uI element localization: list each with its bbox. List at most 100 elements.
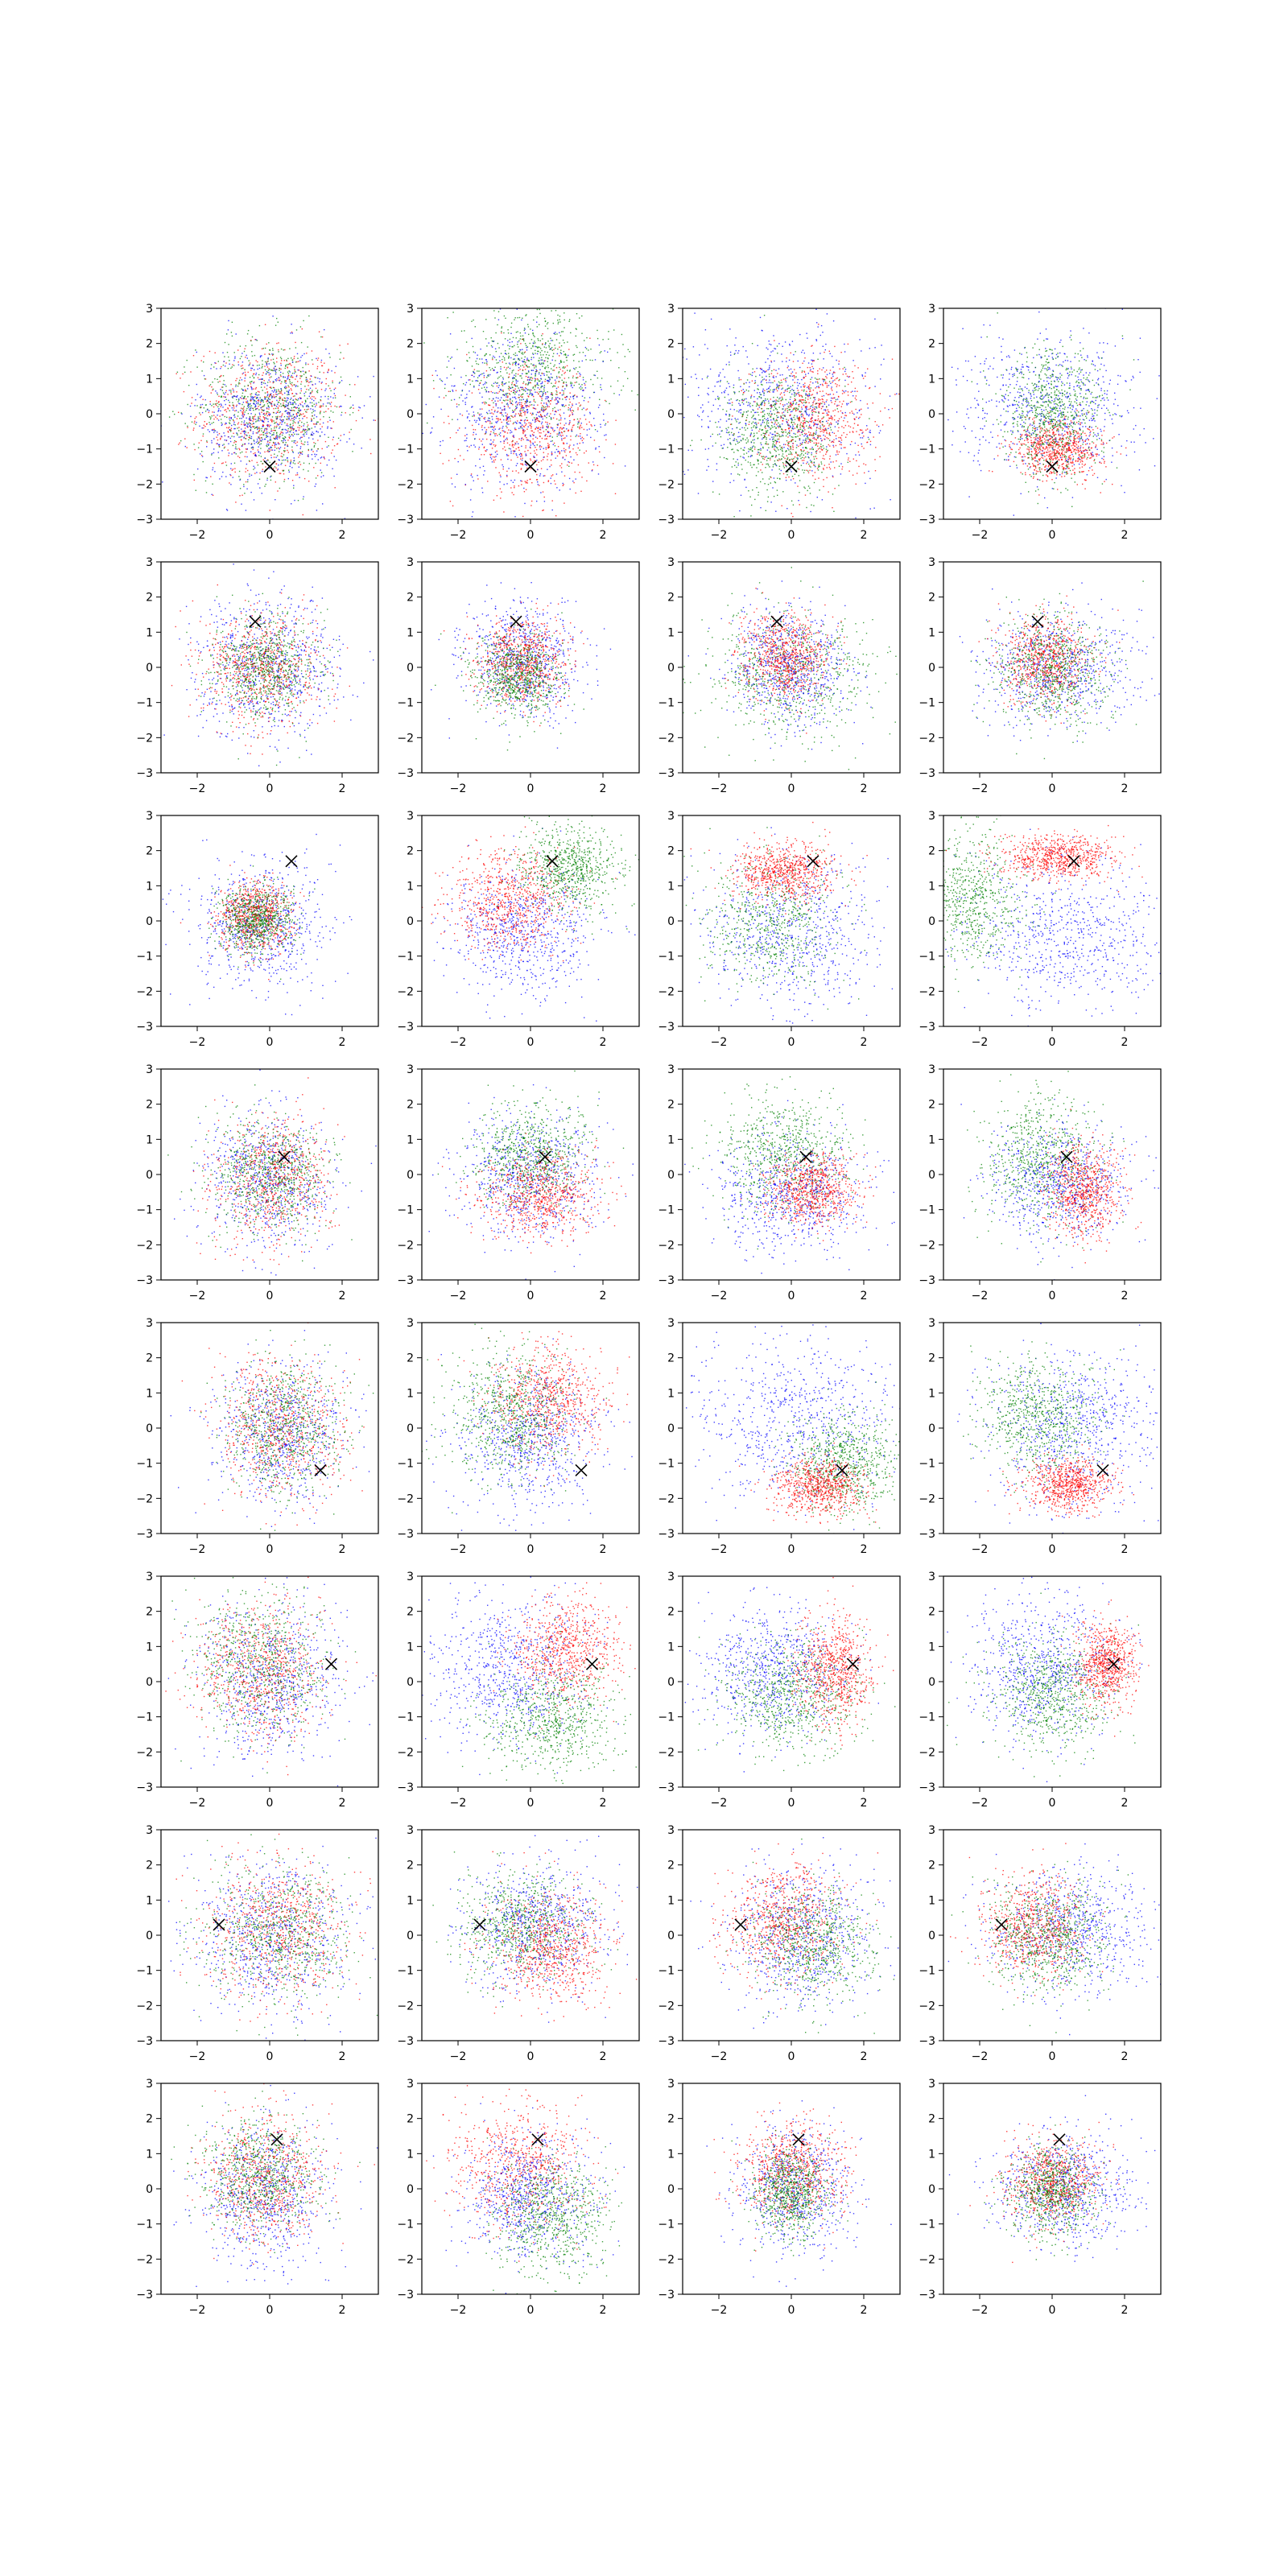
point-red [264,386,265,387]
point-blue [316,416,317,417]
point-green [349,384,350,385]
point-blue [488,391,489,392]
point-red [853,459,854,460]
x-tick-label: 0 [527,529,535,542]
y-tick-label: 1 [407,373,414,386]
point-green [447,317,448,318]
point-green [507,329,508,330]
point-green [535,365,536,366]
point-red [263,372,264,373]
point-red [292,377,293,378]
point-blue [510,388,511,389]
point-green [493,432,494,433]
point-blue [765,361,766,362]
point-red [521,402,522,403]
point-green [211,454,212,455]
point-blue [508,468,509,469]
point-blue [711,319,712,320]
point-green [503,415,504,416]
point-green [274,404,275,405]
point-red [486,429,487,430]
point-blue [249,419,250,420]
point-blue [486,361,487,362]
point-blue [275,392,276,393]
point-blue [268,398,269,399]
point-green [266,411,267,412]
point-green [459,397,460,398]
point-green [284,400,285,401]
point-blue [297,416,298,417]
point-green [290,377,291,378]
point-green [552,394,553,395]
point-blue [294,442,295,443]
point-green [528,334,529,335]
point-red [552,474,553,475]
point-red [579,428,580,429]
point-green [272,348,273,349]
point-blue [852,395,853,396]
point-blue [220,389,221,390]
point-green [307,430,308,431]
point-blue [482,402,483,403]
point-green [230,391,231,392]
point-blue [514,415,515,416]
point-green [552,356,553,357]
point-red [546,438,547,439]
point-blue [777,426,778,427]
point-red [216,400,217,401]
point-red [193,430,194,431]
point-blue [290,332,291,333]
point-blue [814,275,815,276]
point-red [518,527,519,528]
point-green [514,410,515,411]
point-blue [346,441,347,442]
point-red [524,420,525,421]
point-red [565,366,566,367]
point-red [499,391,500,392]
point-red [278,442,279,443]
point-red [571,430,572,431]
point-blue [763,370,764,371]
point-red [506,471,507,472]
point-blue [250,410,251,411]
point-green [251,405,252,406]
point-green [511,372,512,373]
point-blue [595,359,596,360]
point-blue [503,378,504,379]
point-blue [701,426,702,427]
point-blue [289,418,290,419]
point-blue [472,516,473,517]
point-blue [537,481,538,482]
point-blue [541,417,542,418]
point-green [532,387,533,388]
point-green [288,402,289,403]
point-red [245,372,246,373]
y-tick-label: 3 [407,303,414,316]
point-blue [557,427,558,428]
point-red [792,445,793,446]
point-blue [826,446,827,447]
point-blue [211,440,212,441]
point-blue [820,335,821,336]
point-blue [321,431,322,432]
point-red [280,397,281,398]
point-green [486,345,487,346]
point-blue [702,404,703,405]
point-blue [510,333,511,334]
point-red [267,366,268,367]
point-blue [466,397,467,398]
point-blue [772,350,773,351]
point-red [547,445,548,446]
point-red [243,410,244,411]
point-green [461,331,462,332]
point-green [496,359,497,360]
point-blue [256,442,257,443]
point-blue [287,414,288,415]
point-red [583,438,584,439]
point-green [308,449,309,450]
point-green [238,399,239,400]
point-green [501,331,502,332]
point-red [289,438,290,439]
point-red [490,431,491,432]
point-red [488,404,489,405]
